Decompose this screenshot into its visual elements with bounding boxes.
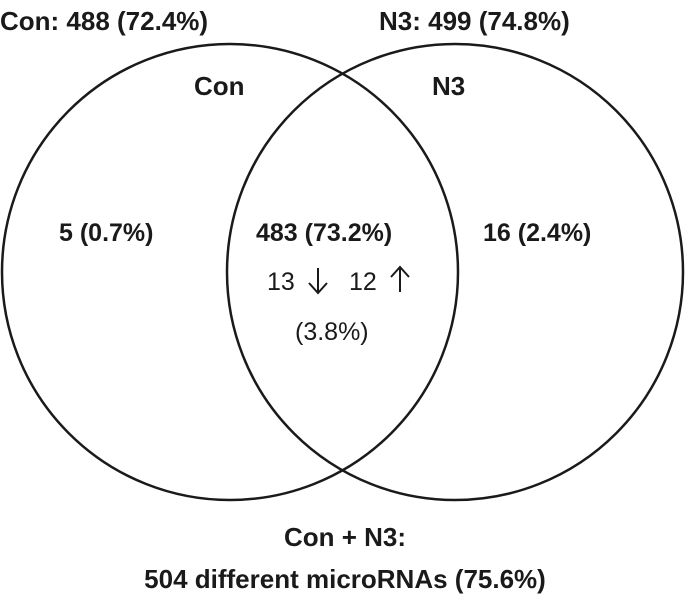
down-arrow-icon [308, 268, 328, 295]
union-caption-line2: 504 different microRNAs (75.6%) [144, 564, 546, 594]
n3-total-label: N3: 499 (74.8%) [379, 6, 570, 36]
n3-circle [225, 42, 685, 502]
down-regulated-count: 13 [267, 268, 295, 296]
up-regulated-count: 12 [349, 268, 377, 296]
changed-percentage: (3.8%) [295, 318, 369, 346]
intersection-count: 483 (73.2%) [256, 219, 392, 247]
union-caption-line1: Con + N3: [284, 522, 406, 552]
con-total-label: Con: 488 (72.4%) [0, 6, 208, 36]
n3-set-label: N3 [432, 71, 465, 101]
up-arrow-icon [390, 265, 410, 292]
con-only-count: 5 (0.7%) [59, 219, 153, 247]
con-set-label: Con [194, 71, 245, 101]
con-circle [0, 42, 460, 502]
n3-only-count: 16 (2.4%) [483, 219, 591, 247]
